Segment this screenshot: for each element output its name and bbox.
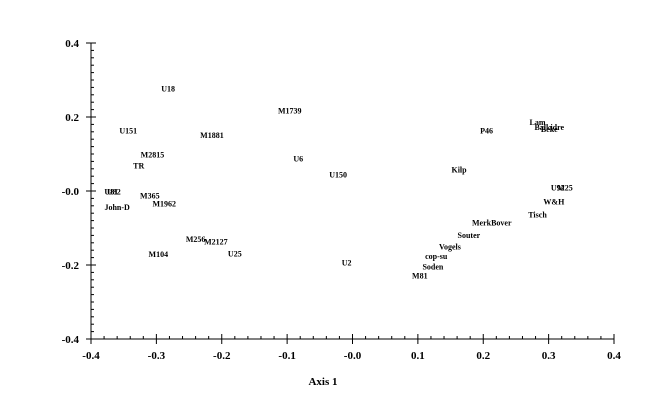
point-label: U81 bbox=[104, 188, 118, 197]
point-label: Balkidre bbox=[534, 123, 564, 132]
x-tick-label: -0.1 bbox=[278, 350, 295, 362]
point-label: U2 bbox=[342, 258, 352, 267]
point-label: U82 bbox=[107, 188, 121, 197]
x-tick-label: -0.4 bbox=[82, 350, 100, 362]
point-label: M1962 bbox=[152, 200, 176, 209]
point-label: M1739 bbox=[278, 107, 302, 116]
point-label: Kilp bbox=[451, 166, 467, 175]
point-label: M104 bbox=[149, 250, 169, 259]
x-tick-label: 0.4 bbox=[607, 350, 621, 362]
point-label: cop-su bbox=[425, 252, 448, 261]
point-label: U151 bbox=[119, 127, 137, 136]
point-label: Tisch bbox=[528, 210, 547, 219]
y-tick-label: -0.4 bbox=[62, 334, 80, 346]
y-axis-ticks: 0.4 0.2 -0.0 -0.2 -0.4 bbox=[62, 38, 96, 346]
point-label: Beke bbox=[541, 125, 558, 134]
point-label: P46 bbox=[480, 127, 493, 136]
point-label: U92 bbox=[551, 183, 565, 192]
y-tick-label: -0.2 bbox=[62, 260, 80, 272]
point-label: U18 bbox=[161, 85, 175, 94]
point-label: Soden bbox=[422, 262, 443, 271]
x-tick-label: -0.0 bbox=[344, 350, 362, 362]
x-tick-label: -0.3 bbox=[148, 350, 166, 362]
point-label: John-D bbox=[104, 203, 130, 212]
x-tick-label: 0.2 bbox=[476, 350, 490, 362]
point-label: M365 bbox=[140, 191, 160, 200]
point-label: Vogels bbox=[439, 243, 461, 252]
point-label: Souter bbox=[458, 231, 481, 240]
point-label: M2127 bbox=[204, 238, 228, 247]
point-label: U6 bbox=[293, 154, 303, 163]
point-label: M256 bbox=[186, 235, 206, 244]
x-axis-title: Axis 1 bbox=[308, 376, 337, 388]
point-label: M25 bbox=[557, 183, 573, 192]
y-tick-label: 0.2 bbox=[65, 112, 79, 124]
x-axis-ticks: -0.4 -0.3 -0.2 -0.1 -0.0 0.1 0.2 0.3 0.4 bbox=[82, 334, 621, 362]
point-label: M2815 bbox=[141, 151, 165, 160]
point-label: U150 bbox=[329, 170, 347, 179]
point-label: Lam bbox=[530, 118, 546, 127]
x-tick-label: 0.1 bbox=[411, 350, 425, 362]
y-tick-label: 0.4 bbox=[65, 38, 79, 50]
point-label: M1881 bbox=[200, 131, 224, 140]
point-label: M81 bbox=[412, 272, 428, 281]
point-label: MerkBover bbox=[472, 218, 512, 227]
y-tick-label: -0.0 bbox=[62, 186, 80, 198]
point-label: W&H bbox=[543, 197, 565, 206]
point-label: TR bbox=[133, 161, 144, 170]
x-tick-label: -0.2 bbox=[213, 350, 231, 362]
point-label: U25 bbox=[228, 250, 242, 259]
x-tick-label: 0.3 bbox=[542, 350, 556, 362]
